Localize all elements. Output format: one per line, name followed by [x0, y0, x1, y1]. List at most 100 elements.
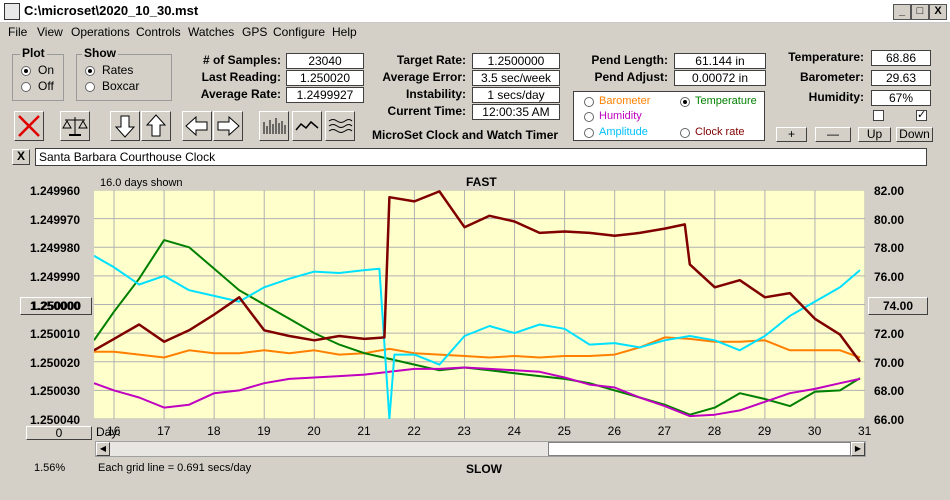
instability-field: 1 secs/day [472, 87, 560, 103]
bottom-left-button[interactable]: 0 [26, 426, 92, 440]
y-left-tick: 1.250020 [30, 355, 81, 370]
samples-field: 23040 [286, 53, 364, 69]
minimize-button[interactable]: _ [893, 4, 911, 20]
show-boxcar-label: Boxcar [102, 79, 140, 93]
minus-button[interactable]: — [815, 127, 851, 142]
smooth-button[interactable] [292, 111, 322, 141]
humidity-label: Humidity: [808, 90, 864, 104]
y-right-tick: 72.00 [874, 327, 905, 342]
y-right-tick: 80.00 [874, 212, 905, 227]
title-bar: C:\microset\2020_10_30.mst _ □ X [0, 0, 950, 23]
temperature-radio[interactable] [680, 97, 690, 107]
app-caption: MicroSet Clock and Watch Timer [372, 128, 559, 142]
amplitude-radio[interactable] [584, 128, 594, 138]
balance-button[interactable] [60, 111, 90, 141]
center-rate-button[interactable]: 1.250000 [20, 297, 92, 315]
pend-length-label: Pend Length: [591, 53, 668, 67]
y-left-tick: 1.249980 [30, 241, 81, 256]
y-left-tick: 1.249960 [30, 184, 81, 198]
plot-group [12, 54, 64, 101]
y-left-tick: 1.250010 [30, 327, 81, 342]
x-tick: 21 [357, 424, 371, 438]
menu-operations[interactable]: Operations [71, 25, 130, 39]
x-tick: 16 [107, 424, 121, 438]
temperature-option: Temperature [695, 95, 757, 107]
samples-label: # of Samples: [202, 53, 281, 67]
scroll-left-button[interactable] [182, 111, 212, 141]
show-group-title: Show [82, 46, 118, 60]
note-close-button[interactable]: X [12, 149, 30, 165]
last-reading-field: 1.250020 [286, 70, 364, 86]
average-error-label: Average Error: [382, 70, 466, 84]
barometer-radio[interactable] [584, 97, 594, 107]
scroll-up-button[interactable] [141, 111, 171, 141]
wave-icon [295, 120, 319, 131]
percent-label: 1.56% [34, 462, 66, 474]
x-tick: 22 [407, 424, 421, 438]
multi-wave-icon [328, 119, 353, 133]
menu-controls[interactable]: Controls [136, 25, 181, 39]
horizontal-scrollbar[interactable]: ◀ ▶ [95, 441, 866, 457]
x-tick: 18 [207, 424, 221, 438]
y-left-tick: 1.250030 [30, 384, 81, 399]
x-tick: 19 [257, 424, 271, 438]
y-right-tick: 70.00 [874, 355, 905, 370]
maximize-button[interactable]: □ [911, 4, 929, 20]
scrollbar-thumb[interactable] [548, 442, 851, 456]
humidity-option: Humidity [599, 110, 642, 122]
x-tick: 27 [657, 424, 672, 438]
x-tick: 20 [307, 424, 321, 438]
scroll-right-arrow[interactable]: ▶ [851, 442, 865, 456]
barometer-label: Barometer: [799, 70, 864, 84]
plot-group-title: Plot [20, 46, 47, 60]
pend-length-field[interactable]: 61.144 in [674, 53, 766, 69]
days-shown-label: 16.0 days shown [100, 177, 183, 189]
show-boxcar-radio[interactable] [85, 82, 95, 92]
slow-label: SLOW [466, 462, 502, 476]
plot-on-radio[interactable] [21, 66, 31, 76]
current-time-field: 12:00:35 AM [472, 104, 560, 120]
target-rate-field[interactable]: 1.2500000 [472, 53, 560, 69]
y-right-tick: 78.00 [874, 241, 905, 256]
menu-watches[interactable]: Watches [188, 25, 235, 39]
pend-adjust-label: Pend Adjust: [594, 70, 668, 84]
stop-button[interactable] [14, 111, 44, 141]
series-line-4 [94, 190, 862, 363]
scroll-down-button[interactable] [110, 111, 140, 141]
barometer-field: 29.63 [871, 70, 931, 86]
instability-label: Instability: [405, 87, 466, 101]
checkbox-1[interactable] [873, 110, 884, 121]
menu-configure[interactable]: Configure [273, 25, 326, 39]
plot-on-label: On [38, 63, 55, 77]
secondary-plot-selector: Barometer Temperature Humidity Amplitude… [573, 91, 765, 141]
plot-off-label: Off [38, 79, 54, 93]
bar-data-icon [263, 118, 286, 134]
filter-button[interactable] [325, 111, 355, 141]
plot-off-radio[interactable] [21, 82, 31, 92]
amplitude-option: Amplitude [599, 126, 648, 138]
fast-label: FAST [466, 175, 497, 189]
menu-help[interactable]: Help [332, 25, 357, 39]
red-x-icon [18, 115, 40, 137]
note-field[interactable]: Santa Barbara Courthouse Clock [35, 148, 927, 166]
menu-file[interactable]: File [8, 25, 28, 39]
scroll-left-arrow[interactable]: ◀ [96, 442, 110, 456]
barometer-option: Barometer [599, 95, 651, 107]
close-button[interactable]: X [929, 4, 947, 20]
scroll-right-button[interactable] [213, 111, 243, 141]
menu-view[interactable]: View [37, 25, 63, 39]
chart-svg [94, 190, 865, 419]
down-button[interactable]: Down [896, 127, 933, 142]
average-rate-field: 1.2499927 [286, 87, 364, 103]
up-button[interactable]: Up [858, 127, 891, 142]
raw-data-button[interactable] [259, 111, 289, 141]
center-secondary-button[interactable]: 74.00 [868, 297, 928, 315]
show-rates-label: Rates [102, 63, 134, 77]
clock-rate-radio[interactable] [680, 128, 690, 138]
menu-bar: File View Operations Controls Watches GP… [0, 23, 950, 41]
humidity-radio[interactable] [584, 112, 594, 122]
plus-button[interactable]: + [776, 127, 807, 142]
checkbox-2[interactable]: ✓ [916, 109, 927, 121]
menu-gps[interactable]: GPS [242, 25, 268, 39]
show-rates-radio[interactable] [85, 66, 95, 76]
